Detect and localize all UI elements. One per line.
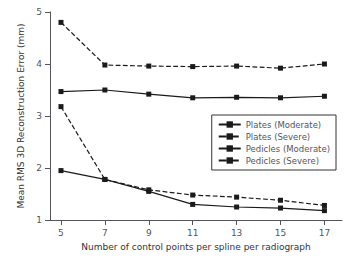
- svg-text:7: 7: [102, 228, 108, 238]
- svg-text:1: 1: [36, 215, 42, 225]
- svg-text:Pedicles (Moderate): Pedicles (Moderate): [246, 144, 330, 154]
- svg-text:Plates (Severe): Plates (Severe): [246, 132, 310, 142]
- svg-text:Pedicles (Severe): Pedicles (Severe): [246, 156, 319, 166]
- svg-text:17: 17: [319, 228, 330, 238]
- svg-text:Number of control points per s: Number of control points per spline per …: [81, 242, 311, 252]
- svg-text:3: 3: [36, 111, 42, 121]
- svg-text:15: 15: [275, 228, 286, 238]
- svg-text:Plates (Moderate): Plates (Moderate): [246, 120, 321, 130]
- svg-text:5: 5: [36, 7, 42, 17]
- svg-text:11: 11: [187, 228, 198, 238]
- svg-text:5: 5: [58, 228, 64, 238]
- svg-text:4: 4: [36, 59, 42, 69]
- svg-text:Mean RMS 3D Reconstruction Err: Mean RMS 3D Reconstruction Error (mm): [16, 23, 26, 208]
- svg-text:9: 9: [146, 228, 152, 238]
- svg-text:13: 13: [231, 228, 242, 238]
- svg-text:2: 2: [36, 163, 42, 173]
